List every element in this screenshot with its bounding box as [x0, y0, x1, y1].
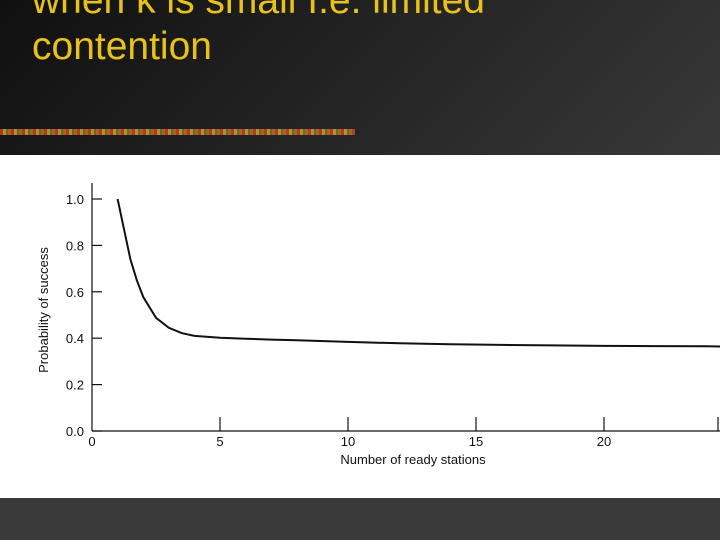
- x-tick-label: 20: [597, 434, 611, 449]
- slide-title: when k is small I.e. limited contention: [32, 0, 712, 70]
- y-tick-label: 0.0: [66, 424, 84, 439]
- x-tick-label: 5: [216, 434, 223, 449]
- x-tick-label: 0: [88, 434, 95, 449]
- y-tick-label: 0.8: [66, 238, 84, 253]
- x-tick-label: 10: [341, 434, 355, 449]
- title-line-1: when k is small I.e. limited: [32, 0, 485, 22]
- y-axis-label: Probability of success: [36, 247, 51, 373]
- x-tick-label: 15: [469, 434, 483, 449]
- decorative-rule: [0, 129, 355, 135]
- chart-panel: 0.0 0.2 0.4 0.6 0.8 1.0 0 5 10 15 20 Number of re…: [0, 155, 720, 498]
- x-axis-label: Number of ready stations: [340, 452, 486, 467]
- success-probability-line: [116, 198, 720, 348]
- y-tick-label: 0.6: [66, 285, 84, 300]
- chart-axes: [91, 183, 720, 432]
- title-line-2: contention: [32, 25, 212, 68]
- slide-footer-band: [0, 498, 720, 540]
- x-axis-ticks: 0 5 10 15 20: [88, 417, 719, 449]
- y-tick-label: 0.2: [66, 378, 84, 393]
- y-tick-label: 0.4: [66, 331, 84, 346]
- y-tick-label: 1.0: [66, 192, 84, 207]
- y-axis-ticks: 0.0 0.2 0.4 0.6 0.8 1.0: [66, 192, 102, 439]
- probability-chart: 0.0 0.2 0.4 0.6 0.8 1.0 0 5 10 15 20 Number of re…: [36, 183, 720, 467]
